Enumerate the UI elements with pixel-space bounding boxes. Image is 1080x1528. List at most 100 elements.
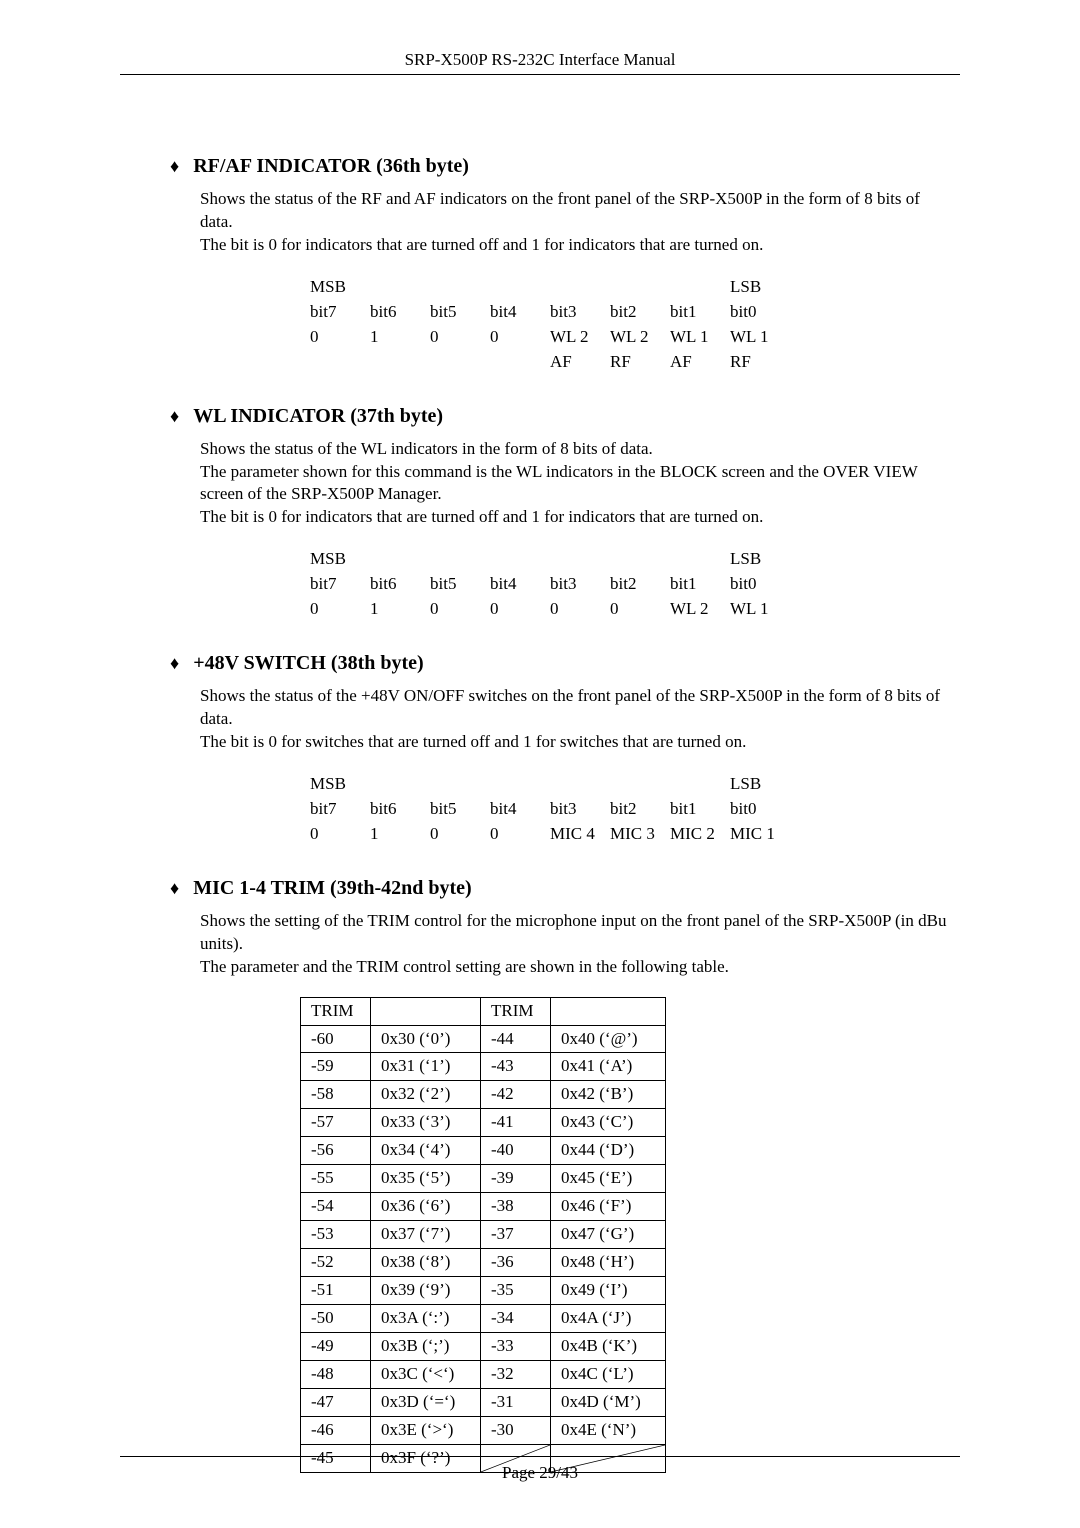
table-cell: -47 [301,1388,371,1416]
section-rfaf: ♦ RF/AF INDICATOR (36th byte) Shows the … [120,155,960,375]
table-cell: 0x44 (‘D’) [551,1137,666,1165]
table-cell: -36 [481,1249,551,1277]
bit-value-row: 0 1 0 0 MIC 4 MIC 3 MIC 2 MIC 1 [310,822,790,847]
table-cell: -32 [481,1360,551,1388]
table-cell: -53 [301,1221,371,1249]
table-cell: -56 [301,1137,371,1165]
column-header: TRIM [481,997,551,1025]
table-row: -570x33 (‘3’)-410x43 (‘C’) [301,1109,666,1137]
table-cell: -57 [301,1109,371,1137]
paragraph: Shows the status of the RF and AF indica… [200,188,950,234]
table-cell: 0x37 (‘7’) [371,1221,481,1249]
table-cell: 0x36 (‘6’) [371,1193,481,1221]
table-cell: 0x38 (‘8’) [371,1249,481,1277]
table-cell: 0x3B (‘;’) [371,1332,481,1360]
table-cell: 0x4E (‘N’) [551,1416,666,1444]
table-cell: -50 [301,1304,371,1332]
table-row: -530x37 (‘7’)-370x47 (‘G’) [301,1221,666,1249]
trim-table: TRIMTRIM-600x30 (‘0’)-440x40 (‘@’)-590x3… [300,997,666,1473]
table-cell: -42 [481,1081,551,1109]
table-cell: 0x39 (‘9’) [371,1276,481,1304]
table-cell: -58 [301,1081,371,1109]
bit-header-row: bit7 bit6 bit5 bit4 bit3 bit2 bit1 bit0 [310,572,790,597]
page-footer: Page 29/43 [120,1456,960,1483]
column-header [371,997,481,1025]
paragraph: The bit is 0 for switches that are turne… [200,731,950,754]
table-cell: -41 [481,1109,551,1137]
bullet-icon: ♦ [170,156,179,177]
table-cell: 0x48 (‘H’) [551,1249,666,1277]
lsb-label: LSB [730,547,790,572]
table-cell: -59 [301,1053,371,1081]
table-cell: -33 [481,1332,551,1360]
table-cell: -34 [481,1304,551,1332]
table-cell: -38 [481,1193,551,1221]
table-cell: -31 [481,1388,551,1416]
bullet-icon: ♦ [170,653,179,674]
section-title: +48V SWITCH (38th byte) [193,652,424,675]
page-header: SRP-X500P RS-232C Interface Manual [120,50,960,75]
table-cell: -51 [301,1276,371,1304]
table-cell: 0x49 (‘I’) [551,1276,666,1304]
section-48v: ♦ +48V SWITCH (38th byte) Shows the stat… [120,652,960,847]
table-cell: -49 [301,1332,371,1360]
table-cell: 0x41 (‘A’) [551,1053,666,1081]
table-cell: 0x3A (‘:’) [371,1304,481,1332]
table-cell: 0x32 (‘2’) [371,1081,481,1109]
paragraph: Shows the status of the WL indicators in… [200,438,950,461]
table-cell: 0x3E (‘>‘) [371,1416,481,1444]
msb-label: MSB [310,275,370,300]
bit-table-48v: MSB LSB bit7 bit6 bit5 bit4 bit3 bit2 bi… [310,772,790,847]
table-row: -540x36 (‘6’)-380x46 (‘F’) [301,1193,666,1221]
table-cell: 0x40 (‘@’) [551,1025,666,1053]
table-cell: 0x4B (‘K’) [551,1332,666,1360]
table-cell: -52 [301,1249,371,1277]
table-cell: 0x34 (‘4’) [371,1137,481,1165]
column-header [551,997,666,1025]
table-cell: 0x3C (‘<‘) [371,1360,481,1388]
table-row: -560x34 (‘4’)-400x44 (‘D’) [301,1137,666,1165]
lsb-label: LSB [730,275,790,300]
bullet-icon: ♦ [170,878,179,899]
bit-value-row: 0 1 0 0 0 0 WL 2 WL 1 [310,597,790,622]
table-cell: -37 [481,1221,551,1249]
section-trim: ♦ MIC 1-4 TRIM (39th-42nd byte) Shows th… [120,877,960,1473]
table-cell: -43 [481,1053,551,1081]
paragraph: Shows the setting of the TRIM control fo… [200,910,950,956]
bit-table-rfaf: MSB LSB bit7 bit6 bit5 bit4 bit3 bit2 bi… [310,275,790,375]
table-cell: 0x30 (‘0’) [371,1025,481,1053]
paragraph: The bit is 0 for indicators that are tur… [200,506,950,529]
table-cell: 0x35 (‘5’) [371,1165,481,1193]
paragraph: Shows the status of the +48V ON/OFF swit… [200,685,950,731]
bit-value-row: 0 1 0 0 WL 2 WL 2 WL 1 WL 1 [310,325,790,350]
table-cell: 0x4D (‘M’) [551,1388,666,1416]
table-row: -480x3C (‘<‘)-320x4C (‘L’) [301,1360,666,1388]
table-row: -600x30 (‘0’)-440x40 (‘@’) [301,1025,666,1053]
bit-value-row-2: AF RF AF RF [310,350,790,375]
table-row: -590x31 (‘1’)-430x41 (‘A’) [301,1053,666,1081]
bit-table-wl: MSB LSB bit7 bit6 bit5 bit4 bit3 bit2 bi… [310,547,790,622]
table-row: -520x38 (‘8’)-360x48 (‘H’) [301,1249,666,1277]
section-wl: ♦ WL INDICATOR (37th byte) Shows the sta… [120,405,960,623]
section-title: RF/AF INDICATOR (36th byte) [193,155,469,178]
section-title: MIC 1-4 TRIM (39th-42nd byte) [193,877,472,900]
msb-label: MSB [310,547,370,572]
table-cell: 0x4A (‘J’) [551,1304,666,1332]
table-row: -460x3E (‘>‘)-300x4E (‘N’) [301,1416,666,1444]
table-cell: -39 [481,1165,551,1193]
table-cell: 0x47 (‘G’) [551,1221,666,1249]
table-cell: -44 [481,1025,551,1053]
table-row: -580x32 (‘2’)-420x42 (‘B’) [301,1081,666,1109]
table-cell: 0x31 (‘1’) [371,1053,481,1081]
section-title: WL INDICATOR (37th byte) [193,405,443,428]
table-row: -550x35 (‘5’)-390x45 (‘E’) [301,1165,666,1193]
bullet-icon: ♦ [170,406,179,427]
table-header-row: TRIMTRIM [301,997,666,1025]
table-cell: -46 [301,1416,371,1444]
paragraph: The parameter shown for this command is … [200,461,950,507]
table-cell: -54 [301,1193,371,1221]
msb-label: MSB [310,772,370,797]
table-cell: -55 [301,1165,371,1193]
table-cell: -30 [481,1416,551,1444]
table-cell: -48 [301,1360,371,1388]
